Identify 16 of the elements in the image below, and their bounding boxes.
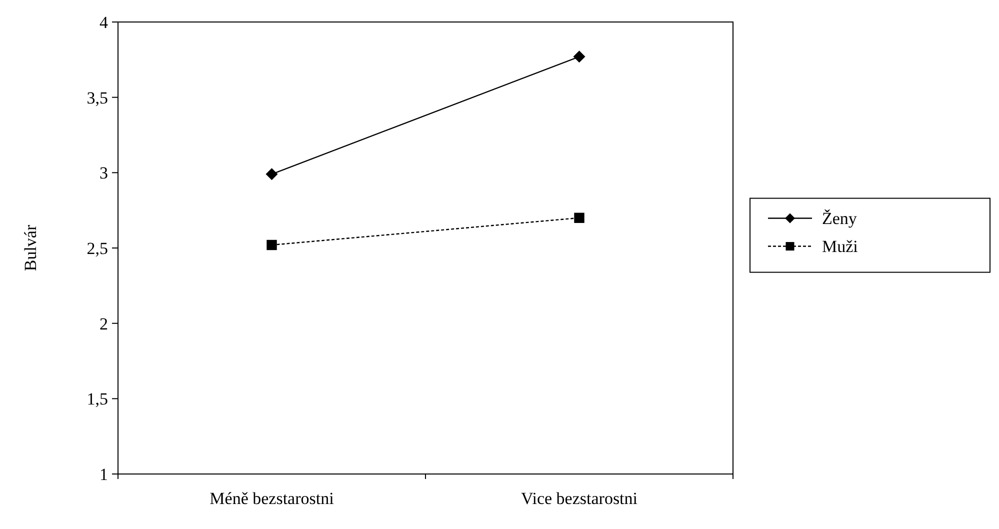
point [266,240,277,250]
legend-label: Muži [822,237,858,256]
point [574,212,584,223]
y-tick-label: 2,5 [86,238,108,258]
y-tick-label: 2 [100,314,108,334]
point [266,168,278,180]
legend-label: Ženy [822,209,858,228]
y-tick-label: 3,5 [86,88,108,108]
y-axis-title: Bulvár [21,224,40,272]
y-tick-label: 3 [100,164,108,183]
x-tick-label: Vice bezstarostni [520,489,638,508]
y-tick-label: 4 [100,12,108,32]
y-tick-label: 1 [100,464,108,484]
x-tick-label: Méně bezstarostni [210,489,334,508]
y-tick-label: 1,5 [86,390,108,409]
point [573,50,586,63]
